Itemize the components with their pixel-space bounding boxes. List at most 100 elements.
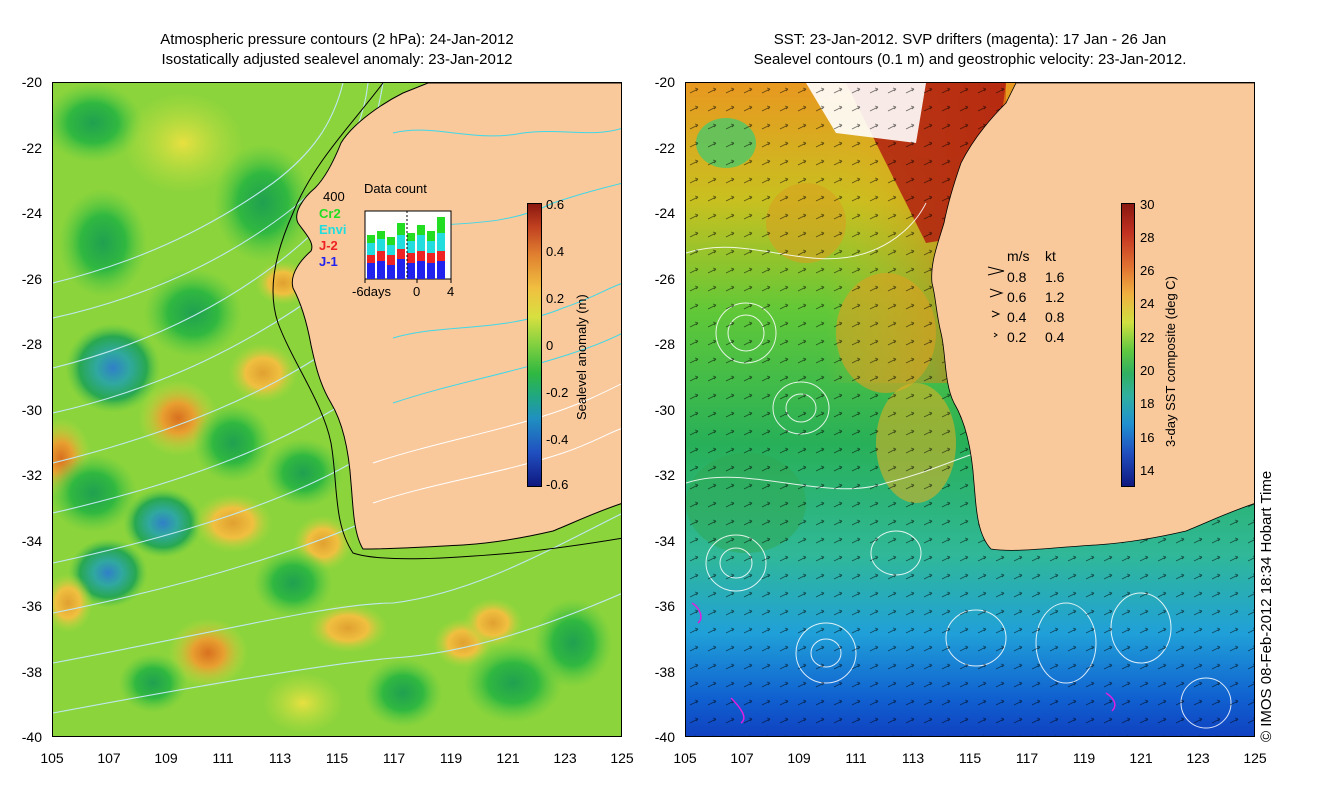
mission-label-cr2: Cr2	[319, 206, 341, 221]
right-y-label: -36	[654, 598, 675, 614]
right-y-label: -26	[654, 270, 675, 287]
legend-row1-ms: 0.8	[1007, 269, 1027, 285]
left-x-label: 105	[40, 750, 64, 766]
left-x-label: 109	[154, 750, 178, 766]
data-count-inset	[364, 210, 452, 283]
left-x-label: 123	[553, 750, 577, 766]
right-x-label: 119	[1072, 750, 1096, 766]
sla-tick-2: 0.2	[546, 291, 565, 306]
right-y-label: -28	[654, 336, 675, 352]
australia-land-right	[931, 83, 1254, 551]
right-x-label: 123	[1186, 750, 1210, 766]
right-y-label: -38	[654, 663, 675, 680]
sealevel-colorbar	[527, 203, 542, 487]
left-y-label: -26	[21, 270, 42, 287]
svp-drifter-tracks	[691, 602, 1116, 724]
right-y-label: -32	[654, 467, 675, 483]
sst-tick-7: 16	[1140, 430, 1155, 445]
right-x-label: 107	[730, 750, 754, 766]
imos-credit: © IMOS 08-Feb-2012 18:34 Hobart Time	[1258, 470, 1275, 742]
left-y-label: -34	[21, 532, 42, 549]
sla-tick-4: -0.2	[546, 385, 569, 400]
right-y-label: -40	[654, 729, 675, 745]
right-x-label: 111	[845, 750, 867, 766]
mission-label-envi: Envi	[319, 222, 347, 237]
sst-tick-3: 24	[1140, 296, 1155, 311]
sst-tick-6: 18	[1140, 396, 1155, 411]
legend-row2-kt: 1.2	[1045, 289, 1065, 305]
right-title-line2: Sealevel contours (0.1 m) and geostrophi…	[753, 51, 1187, 68]
sealevel-anomaly-map	[52, 82, 622, 737]
data-count-bars	[367, 217, 445, 279]
left-y-label: -40	[21, 729, 42, 745]
right-y-label: -24	[654, 205, 675, 221]
legend-header-ms: m/s	[1007, 248, 1030, 264]
velocity-legend-arrows	[987, 266, 1005, 338]
legend-row1-kt: 1.6	[1045, 269, 1065, 285]
right-x-label: 109	[787, 750, 811, 766]
sst-tick-4: 22	[1140, 330, 1155, 345]
left-x-label: 107	[97, 750, 121, 766]
mission-label-j1: J-1	[319, 254, 338, 269]
isobath-line	[272, 83, 621, 560]
left-x-label: 117	[382, 750, 406, 766]
right-title-line1: SST: 23-Jan-2012. SVP drifters (magenta)…	[773, 31, 1167, 48]
sst-tick-5: 20	[1140, 363, 1155, 378]
right-x-label: 125	[1243, 750, 1267, 766]
mission-label-j2: J-2	[319, 238, 338, 253]
right-x-label: 113	[901, 750, 925, 766]
sst-map	[685, 82, 1255, 737]
left-y-label: -32	[21, 467, 42, 483]
legend-row2-ms: 0.6	[1007, 289, 1027, 305]
legend-row4-ms: 0.2	[1007, 329, 1027, 345]
sst-map-graphic	[686, 83, 1254, 736]
left-x-label: 125	[610, 750, 634, 766]
left-y-label: -20	[21, 74, 42, 90]
sst-tick-8: 14	[1140, 463, 1155, 478]
sealevel-anomaly-map-graphic	[53, 83, 621, 736]
left-x-label: 121	[496, 750, 520, 766]
data-count-xlabel-end: 4	[447, 284, 455, 299]
right-x-label: 105	[673, 750, 697, 766]
right-y-label: -34	[654, 532, 675, 549]
sst-colorbar	[1121, 203, 1135, 487]
data-count-xlabel-start: -6days	[352, 284, 392, 299]
left-y-label: -36	[21, 598, 42, 614]
left-y-label: -38	[21, 663, 42, 680]
right-x-label: 117	[1015, 750, 1039, 766]
sla-tick-1: 0.4	[546, 244, 565, 259]
data-count-xlabel-zero: 0	[413, 284, 421, 299]
sla-tick-6: -0.6	[546, 477, 569, 492]
sla-tick-5: -0.4	[546, 432, 569, 447]
left-y-label: -24	[21, 205, 42, 221]
right-x-label: 121	[1129, 750, 1153, 766]
sst-tick-0: 30	[1140, 197, 1155, 212]
sst-tick-1: 28	[1140, 230, 1155, 245]
left-panel-title: Atmospheric pressure contours (2 hPa): 2…	[52, 30, 622, 70]
left-x-label: 111	[212, 750, 234, 766]
legend-row3-ms: 0.4	[1007, 309, 1027, 325]
left-y-label: -28	[21, 336, 42, 352]
right-y-label: -20	[654, 74, 675, 90]
data-count-title: Data count	[364, 181, 427, 196]
sst-colorbar-title: 3-day SST composite (deg C)	[1163, 276, 1178, 447]
legend-row4-kt: 0.4	[1045, 329, 1065, 345]
left-x-label: 113	[268, 750, 292, 766]
sst-tick-2: 26	[1140, 263, 1155, 278]
left-title-line2: Isostatically adjusted sealevel anomaly:…	[161, 51, 513, 68]
sla-tick-0: 0.6	[546, 197, 565, 212]
left-x-label: 115	[325, 750, 349, 766]
legend-row3-kt: 0.8	[1045, 309, 1065, 325]
right-x-label: 115	[958, 750, 982, 766]
data-count-ymax: 400	[323, 189, 345, 204]
right-y-label: -30	[654, 401, 675, 418]
right-panel-title: SST: 23-Jan-2012. SVP drifters (magenta)…	[685, 30, 1255, 70]
right-y-label: -22	[654, 139, 675, 156]
left-x-label: 119	[439, 750, 463, 766]
sla-tick-3: 0	[546, 338, 554, 353]
sla-colorbar-title: Sealevel anomaly (m)	[574, 294, 589, 420]
left-title-line1: Atmospheric pressure contours (2 hPa): 2…	[160, 31, 514, 48]
left-y-label: -22	[21, 139, 42, 156]
left-y-label: -30	[21, 401, 42, 418]
legend-header-kt: kt	[1045, 248, 1056, 264]
